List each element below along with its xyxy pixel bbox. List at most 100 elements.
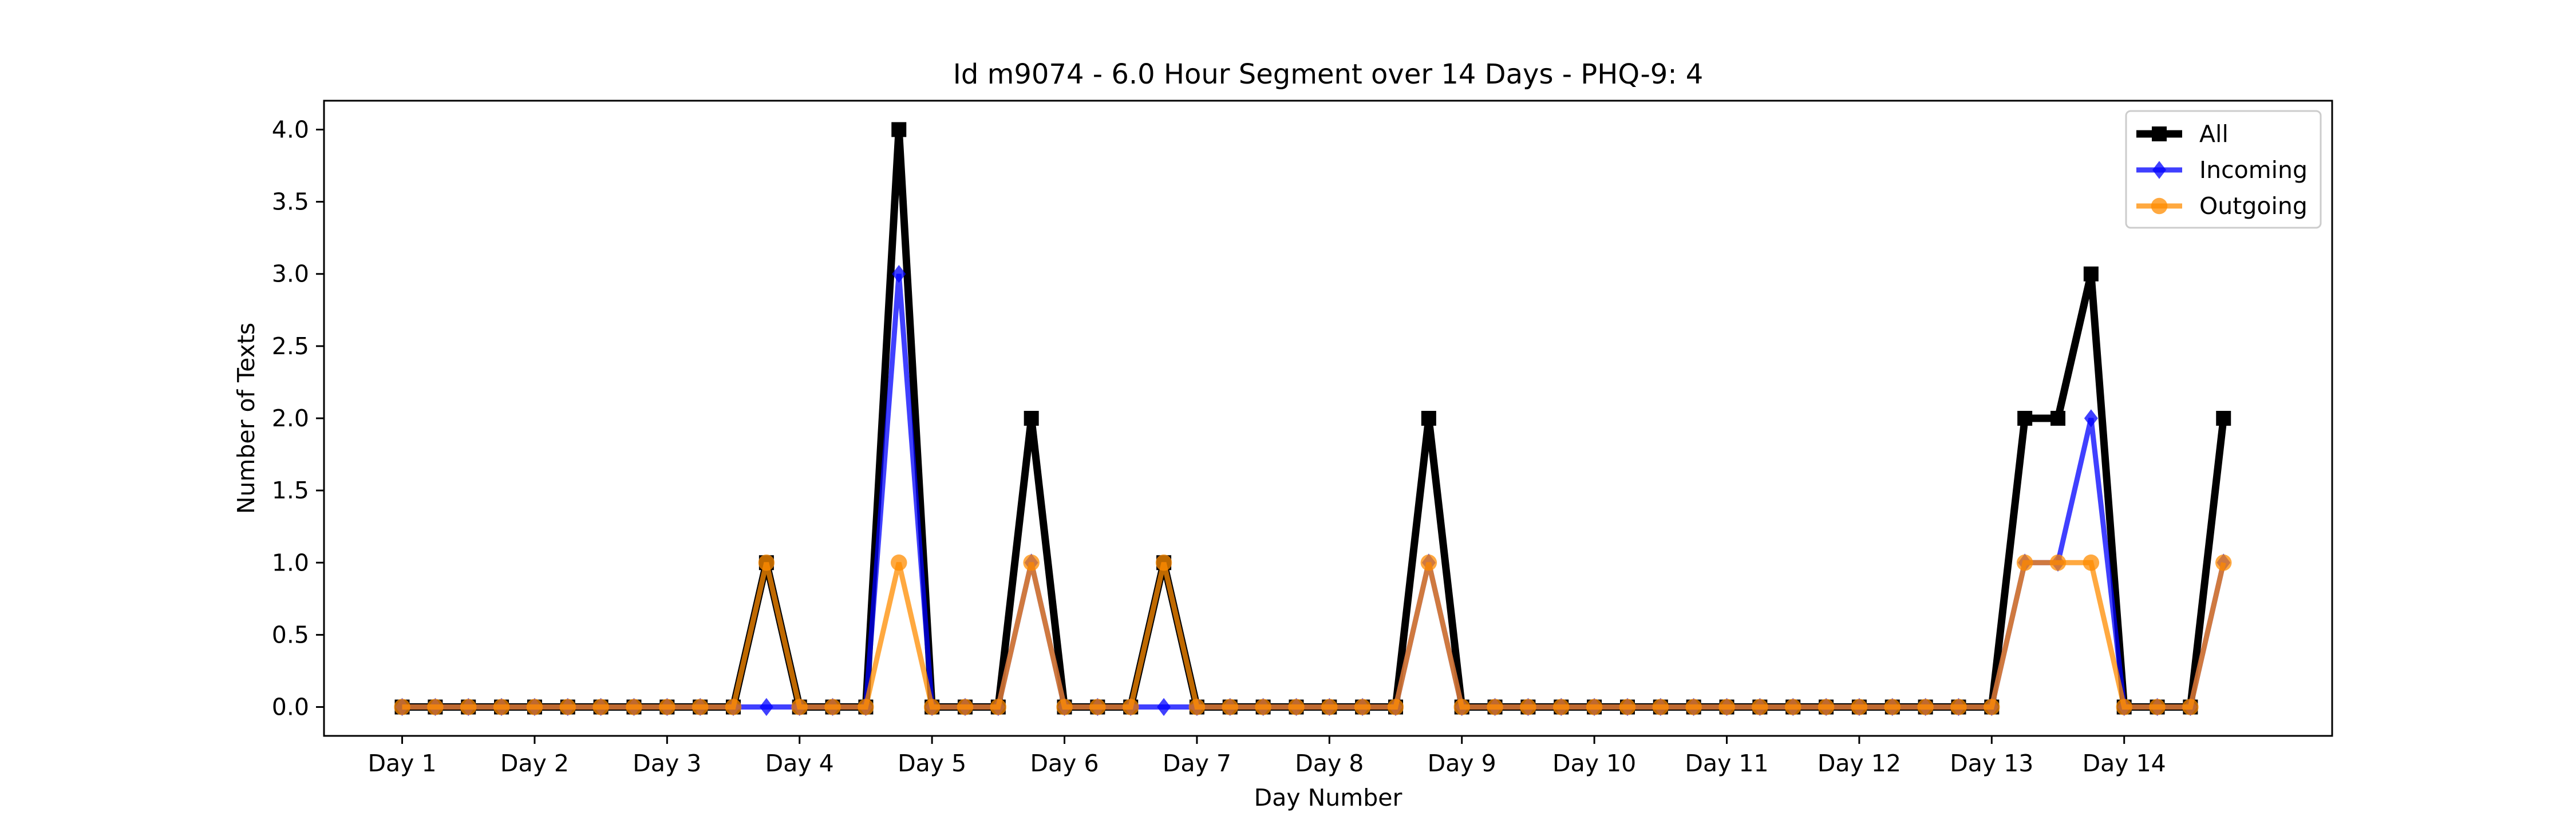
y-axis-label: Number of Texts [232,323,260,514]
data-point-outgoing [2149,699,2166,715]
legend-box [2125,110,2322,229]
data-point-incoming [2084,409,2098,427]
x-tick-label: Day 8 [1295,750,1364,777]
data-point-outgoing [394,699,410,715]
data-point-outgoing [1453,699,1470,715]
legend-marker [2152,161,2166,179]
data-point-outgoing [1155,554,1172,571]
data-point-outgoing [427,699,444,715]
data-point-outgoing [791,699,808,715]
data-point-all [891,122,907,137]
data-point-outgoing [1984,699,2000,715]
data-point-all [1024,411,1039,426]
data-point-outgoing [725,699,742,715]
data-point-all [2017,411,2033,426]
plot-area [394,122,2232,716]
data-point-outgoing [659,699,675,715]
data-point-outgoing [1354,699,1371,715]
data-point-outgoing [1188,699,1206,715]
legend-entry-incoming: Incoming [2136,156,2308,184]
series-outgoing [394,554,2232,715]
data-point-outgoing [460,699,477,715]
y-tick-label: 1.0 [272,549,309,576]
data-point-outgoing [1089,699,1106,715]
data-point-outgoing [526,699,543,715]
data-point-incoming [1157,698,1171,716]
x-axis-label: Day Number [1254,784,1402,811]
data-point-outgoing [758,554,775,571]
data-point-outgoing [493,699,510,715]
legend: All Incoming Outgoing [2125,110,2322,229]
data-point-outgoing [1023,554,1040,571]
x-tick-label: Day 12 [1818,750,1901,777]
data-point-all [1421,411,1436,426]
data-point-outgoing [1619,699,1636,715]
data-point-outgoing [1586,699,1603,715]
legend-label: Outgoing [2199,192,2308,220]
data-point-outgoing [957,699,974,715]
data-point-outgoing [1917,699,1934,715]
data-point-incoming [892,264,906,283]
data-point-outgoing [1851,699,1868,715]
data-point-outgoing [2116,699,2132,715]
data-point-outgoing [1387,699,1404,715]
data-point-outgoing [626,699,642,715]
data-point-outgoing [1056,699,1073,715]
data-point-outgoing [1321,699,1338,715]
data-point-outgoing [1255,699,1271,715]
legend-entry-outgoing: Outgoing [2136,192,2308,220]
data-point-outgoing [2215,554,2232,571]
legend-marker [2151,197,2168,215]
data-point-outgoing [1520,699,1536,715]
y-tick-label: 0.5 [272,621,309,648]
data-point-outgoing [1784,699,1801,715]
data-point-all [2050,411,2066,426]
x-tick-label: Day 10 [1552,750,1636,777]
x-tick-label: Day 1 [368,750,436,777]
y-tick-label: 1.5 [272,477,309,504]
data-point-outgoing [1288,699,1305,715]
data-point-outgoing [1752,699,1768,715]
x-tick-label: Day 11 [1685,750,1768,777]
data-point-outgoing [2182,699,2199,715]
data-point-outgoing [1718,699,1735,715]
data-point-all [2083,266,2099,282]
x-tick-label: Day 3 [633,750,701,777]
y-tick-label: 2.0 [272,405,309,432]
data-point-outgoing [692,699,709,715]
data-point-outgoing [990,699,1007,715]
data-point-outgoing [1222,699,1239,715]
data-point-outgoing [923,699,941,715]
x-tick-label: Day 7 [1163,750,1231,777]
data-point-incoming [759,698,773,716]
chart-title: Id m9074 - 6.0 Hour Segment over 14 Days… [953,58,1704,90]
y-tick-label: 0.0 [272,694,309,721]
x-tick-label: Day 4 [765,750,834,777]
data-point-outgoing [2049,554,2067,571]
data-point-outgoing [1122,699,1139,715]
data-point-outgoing [891,554,907,571]
y-tick-label: 3.0 [272,260,309,288]
x-tick-label: Day 6 [1030,750,1099,777]
data-point-outgoing [1950,699,1967,715]
legend-marker [2152,126,2167,141]
data-point-outgoing [1487,699,1503,715]
data-point-outgoing [2083,554,2100,571]
data-point-all [2216,411,2231,426]
data-point-outgoing [1818,699,1835,715]
legend-entry-all: All [2136,120,2229,148]
legend-label: Incoming [2199,156,2308,184]
x-tick-label: Day 2 [500,750,569,777]
x-tick-label: Day 5 [898,750,966,777]
data-point-outgoing [858,699,874,715]
data-point-outgoing [824,699,841,715]
data-point-outgoing [2016,554,2033,571]
y-tick-label: 4.0 [272,116,309,143]
x-tick-label: Day 14 [2083,750,2166,777]
x-tick-label: Day 9 [1428,750,1496,777]
axes: 0.0 0.5 1.0 1.5 2.0 2.5 3.0 3.5 4.0 Day 1 Day 2 Day… [272,100,2333,777]
data-point-outgoing [1420,554,1437,571]
data-point-outgoing [1685,699,1702,715]
data-point-outgoing [1553,699,1570,715]
legend-label: All [2199,120,2229,148]
